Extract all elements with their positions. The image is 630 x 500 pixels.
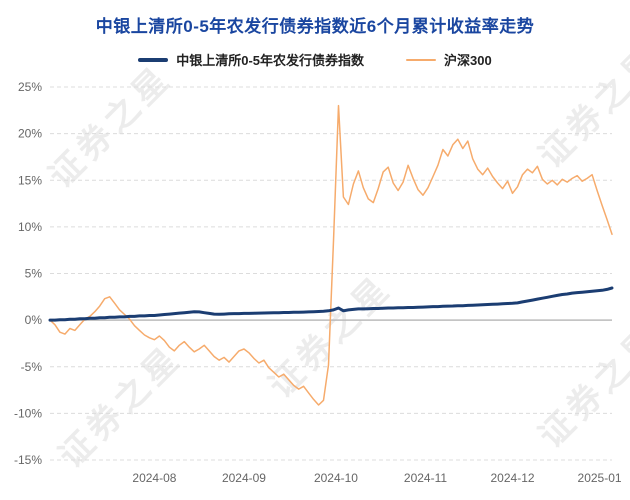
y-tick-label: 25% (18, 80, 42, 94)
x-tick-label: 2025-01 (578, 471, 622, 485)
y-tick-label: 5% (25, 267, 43, 281)
chart-title: 中银上清所0-5年农发行债券指数近6个月累计收益率走势 (95, 17, 535, 36)
x-tick-label: 2024-11 (404, 471, 447, 485)
legend-item-bond-index: 中银上清所0-5年农发行债券指数 (138, 50, 364, 69)
y-tick-label: -15% (14, 453, 42, 467)
x-tick-label: 2024-12 (491, 471, 535, 485)
series-line-0 (48, 286, 614, 322)
x-tick-label: 2024-09 (222, 471, 266, 485)
legend-label-csi300: 沪深300 (444, 53, 492, 68)
y-tick-label: -5% (21, 360, 43, 374)
y-tick-label: 0% (25, 313, 43, 327)
y-tick-label: -10% (14, 406, 42, 420)
legend-item-csi300: 沪深300 (406, 50, 492, 69)
chart-legend: 中银上清所0-5年农发行债券指数 沪深300 (0, 50, 630, 69)
legend-label-bond-index: 中银上清所0-5年农发行债券指数 (176, 53, 365, 68)
y-tick-label: 15% (18, 173, 42, 187)
series-line-1 (49, 104, 613, 406)
y-tick-label: 20% (18, 127, 42, 141)
x-tick-label: 2024-08 (132, 471, 176, 485)
y-tick-label: 10% (18, 220, 42, 234)
x-tick-label: 2024-10 (314, 471, 358, 485)
legend-swatch-bond-index (138, 57, 169, 62)
legend-swatch-csi300 (406, 58, 437, 61)
line-chart: 25% 20% 15% 10% 5% 0% -5% -10% -15% 2024-08 2024-0… (14, 80, 622, 485)
